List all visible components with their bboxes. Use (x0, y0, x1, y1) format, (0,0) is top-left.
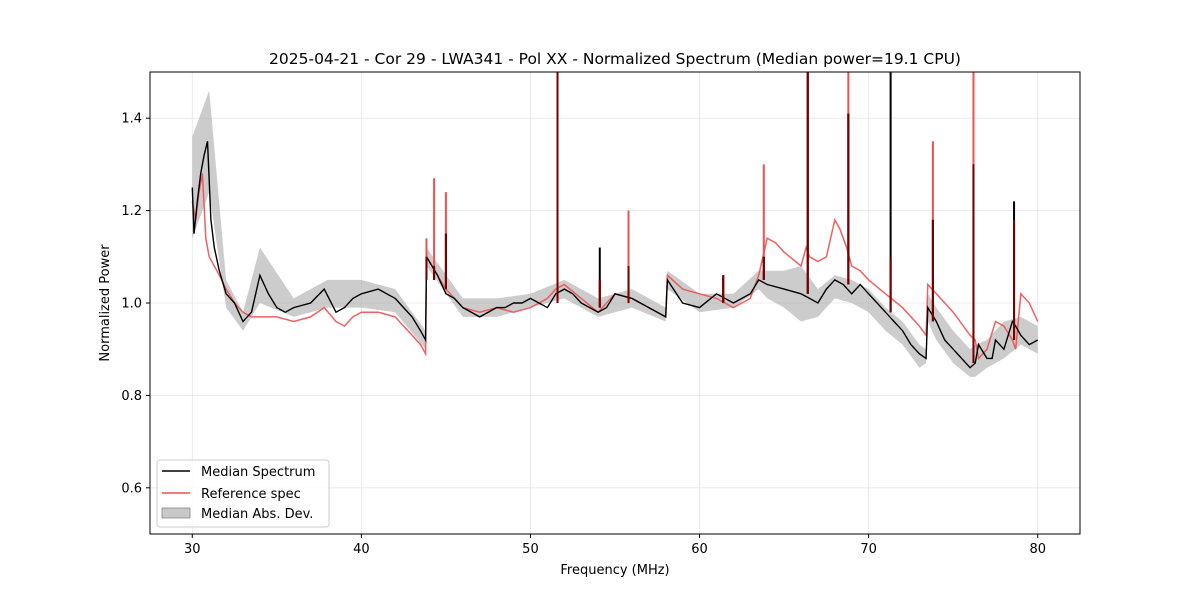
y-tick-label: 1.0 (121, 297, 142, 312)
legend-swatch-mad (161, 507, 191, 519)
legend-label-reference: Reference spec (201, 487, 301, 502)
x-tick-label: 60 (691, 542, 708, 557)
x-tick-label: 50 (522, 542, 539, 557)
median-series-layer (191, 141, 1039, 369)
x-tick-label: 80 (1029, 542, 1046, 557)
x-axis-title: Frequency (MHz) (560, 563, 669, 578)
median-spectrum-line (191, 141, 1039, 369)
mad-band-layer (192, 90, 1038, 377)
x-tick-label: 70 (860, 542, 877, 557)
y-tick-label: 1.4 (121, 112, 142, 127)
y-tick-label: 1.2 (121, 204, 142, 219)
mad-band-area (192, 90, 1038, 377)
legend-label-median: Median Spectrum (201, 465, 315, 480)
y-tick-label: 0.6 (121, 481, 142, 496)
rfi-spikes-layer (425, 72, 1016, 364)
x-tick-label: 30 (184, 542, 201, 557)
y-axis-title: Normalized Power (98, 244, 113, 362)
chart-title: 2025-04-21 - Cor 29 - LWA341 - Pol XX - … (269, 50, 961, 68)
axis-ticks: 30 40 50 60 70 80 0.6 0.8 1.0 1.2 1.4 (121, 112, 1046, 557)
legend: Median Spectrum Reference spec Median Ab… (156, 459, 330, 528)
y-tick-label: 0.8 (121, 389, 142, 404)
legend-box (156, 459, 330, 528)
x-tick-label: 40 (353, 542, 370, 557)
legend-label-mad: Median Abs. Dev. (201, 507, 313, 522)
